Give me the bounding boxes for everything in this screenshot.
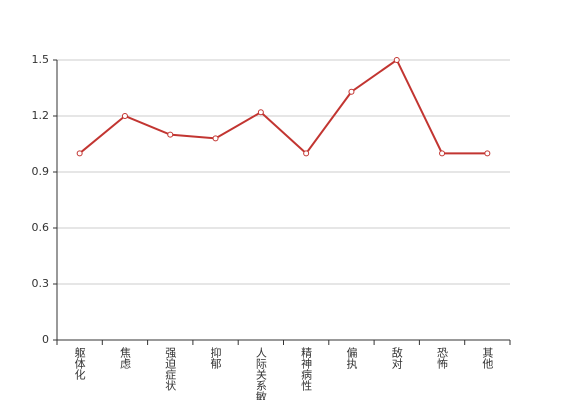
line	[79, 58, 488, 155]
point	[393, 57, 400, 63]
x-tick-label: 焦虑	[118, 347, 131, 369]
point	[439, 150, 446, 157]
y-tick-label: 1.2	[32, 109, 50, 122]
x-tick-label: 精神病性	[300, 347, 313, 392]
x-tick-label: 恐怖	[436, 347, 449, 369]
point	[303, 150, 310, 157]
x-tick-label: 偏执	[345, 346, 358, 370]
y-tick-label: 0.6	[32, 221, 50, 234]
point	[167, 131, 174, 138]
x-tick-label: 躯体化	[73, 347, 86, 381]
y-tick-label: 0.3	[32, 277, 50, 290]
y-tick-label: 0.9	[32, 165, 50, 178]
x-tick-label: 抑郁	[209, 346, 222, 369]
point	[484, 150, 491, 157]
y-tick-label: 1.5	[32, 53, 50, 66]
x-tick-label: 人际关系敏感	[254, 347, 267, 400]
y-tick-label: 0	[42, 333, 49, 346]
x-tick-label: 强迫症状	[164, 347, 177, 391]
x-tick-label: 敌对	[390, 346, 403, 369]
point	[121, 113, 128, 119]
point	[348, 88, 355, 95]
point	[257, 109, 264, 116]
x-tick-label: 其他	[481, 347, 494, 369]
point	[212, 135, 219, 142]
point	[76, 150, 83, 157]
